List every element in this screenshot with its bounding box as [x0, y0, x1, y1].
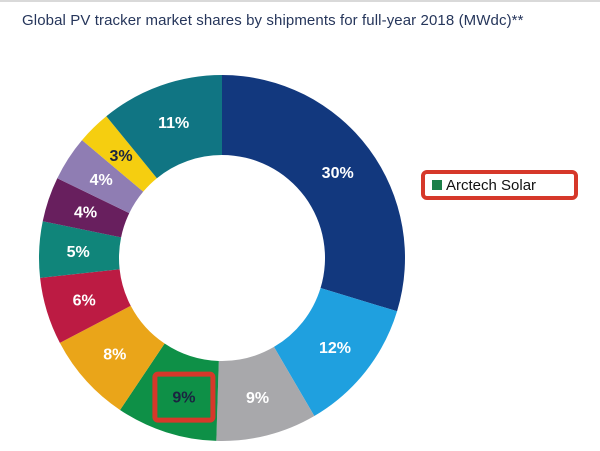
segment-label: 5%: [67, 244, 90, 261]
donut-segment-9pct-2: [216, 346, 315, 441]
segment-label: 12%: [319, 340, 351, 357]
segment-label: 11%: [158, 115, 189, 132]
donut-segment-8pct-4: [59, 305, 165, 410]
donut-segment-12pct-1: [273, 288, 398, 417]
legend-highlight-box: Arctech Solar: [421, 170, 578, 200]
legend-marker-square: [432, 180, 442, 190]
segment-label: 9%: [246, 390, 269, 407]
donut-segment-3pct-9: [82, 116, 157, 192]
donut-segment-9pct-3: [120, 343, 219, 441]
chart-title: Global PV tracker market shares by shipm…: [22, 12, 524, 29]
donut-segment-5pct-6: [38, 221, 122, 278]
legend-label: Arctech Solar: [446, 176, 537, 194]
segment-label: 9%: [172, 390, 195, 407]
donut-segment-11pct-10: [106, 75, 222, 179]
segment-label: 30%: [322, 165, 354, 182]
donut-segment-6pct-5: [40, 269, 131, 343]
top-divider: [0, 0, 600, 2]
donut-segment-4pct-7: [42, 178, 130, 238]
donut-segment-4pct-8: [57, 140, 144, 214]
segment-label: 8%: [103, 347, 126, 364]
segment-label: 4%: [74, 204, 97, 221]
segment-label: 4%: [90, 172, 113, 189]
segment-label: 3%: [109, 148, 132, 165]
segment-label: 6%: [73, 293, 96, 310]
segment-highlight-box: [152, 371, 216, 423]
donut-segment-30pct-0: [222, 75, 406, 312]
